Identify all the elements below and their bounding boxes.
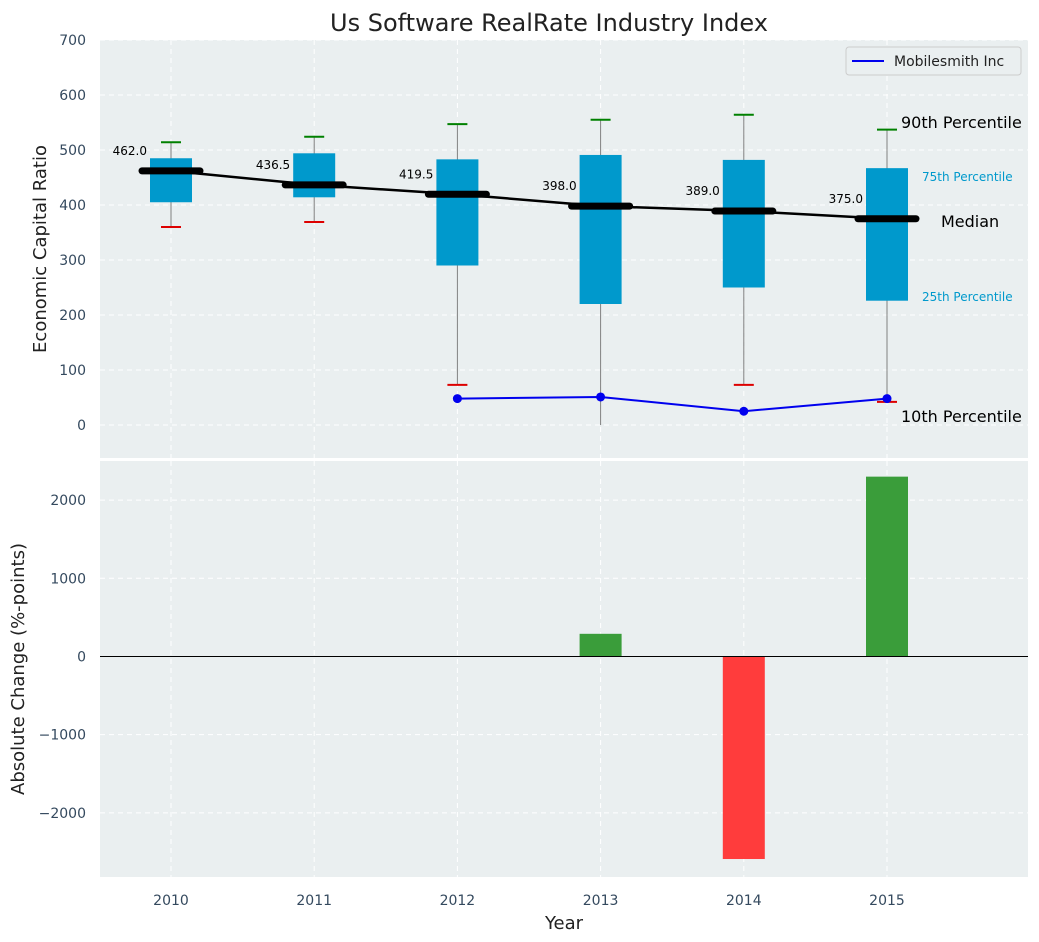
top-y-tick-label: 500 [59, 143, 86, 159]
x-tick-label: 2010 [153, 893, 189, 909]
box [436, 159, 479, 266]
boxes [150, 153, 908, 304]
legend-label: Mobilesmith Inc [894, 54, 1004, 70]
bottom-y-tick-label: −2000 [39, 806, 86, 822]
annotation-90th-percentile: 90th Percentile [901, 113, 1022, 132]
top-y-tick-label: 700 [59, 33, 86, 49]
company-series [452, 392, 892, 416]
bottom-y-axis-title: Absolute Change (%-points) [8, 543, 29, 795]
change-bar [866, 476, 908, 657]
bottom-y-tick-label: 0 [77, 649, 86, 665]
median-value-label: 375.0 [829, 192, 863, 206]
median-marks [138, 167, 920, 223]
annotation-75th-percentile: 75th Percentile [922, 170, 1013, 184]
median-value-label: 419.5 [399, 167, 433, 181]
median-value-label: 398.0 [542, 179, 576, 193]
top-y-tick-labels: 0 100 200 300 400 500 600 700 [59, 33, 86, 434]
box [293, 153, 336, 198]
legend: Mobilesmith Inc [845, 46, 1022, 76]
top-y-tick-label: 0 [77, 418, 86, 434]
annotation-25th-percentile: 25th Percentile [922, 290, 1013, 304]
top-y-tick-label: 100 [59, 363, 86, 379]
bottom-y-tick-label: −1000 [39, 728, 86, 744]
company-point [596, 392, 606, 402]
bottom-y-tick-labels: −2000 −1000 0 1000 2000 [39, 493, 86, 822]
company-line [457, 395, 888, 413]
top-y-tick-label: 200 [59, 308, 86, 324]
box [722, 159, 765, 288]
change-bars [579, 476, 908, 860]
bottom-y-tick-label: 2000 [50, 493, 86, 509]
annotation-median: Median [941, 212, 999, 231]
x-tick-label: 2013 [583, 893, 619, 909]
box [866, 168, 908, 301]
box [150, 158, 192, 203]
x-tick-label: 2015 [869, 893, 905, 909]
median-value-label: 462.0 [113, 144, 147, 158]
change-bar [579, 633, 622, 657]
percentile-caps [161, 113, 897, 403]
x-tick-label: 2011 [296, 893, 332, 909]
legend-frame [845, 46, 1022, 76]
bottom-y-tick-label: 1000 [50, 571, 86, 587]
x-tick-label: 2012 [440, 893, 476, 909]
x-axis-title: Year [544, 913, 584, 934]
company-point [452, 394, 462, 404]
x-tick-label: 2014 [726, 893, 762, 909]
median-value-label: 436.5 [256, 158, 290, 172]
top-y-tick-label: 600 [59, 88, 86, 104]
box [579, 154, 622, 304]
company-point [882, 394, 892, 404]
annotation-10th-percentile: 10th Percentile [901, 407, 1022, 426]
x-tick-labels: 2010 2011 2012 2013 2014 2015 [153, 893, 905, 909]
change-bar [722, 656, 765, 860]
median-value-label: 389.0 [685, 184, 719, 198]
top-y-tick-label: 300 [59, 253, 86, 269]
chart-title: Us Software RealRate Industry Index [330, 9, 768, 37]
median-value-labels: 462.0 436.5 419.5 398.0 389.0 375.0 [113, 144, 863, 206]
top-y-tick-label: 400 [59, 198, 86, 214]
company-point [739, 406, 749, 416]
top-y-axis-title: Economic Capital Ratio [30, 145, 51, 353]
